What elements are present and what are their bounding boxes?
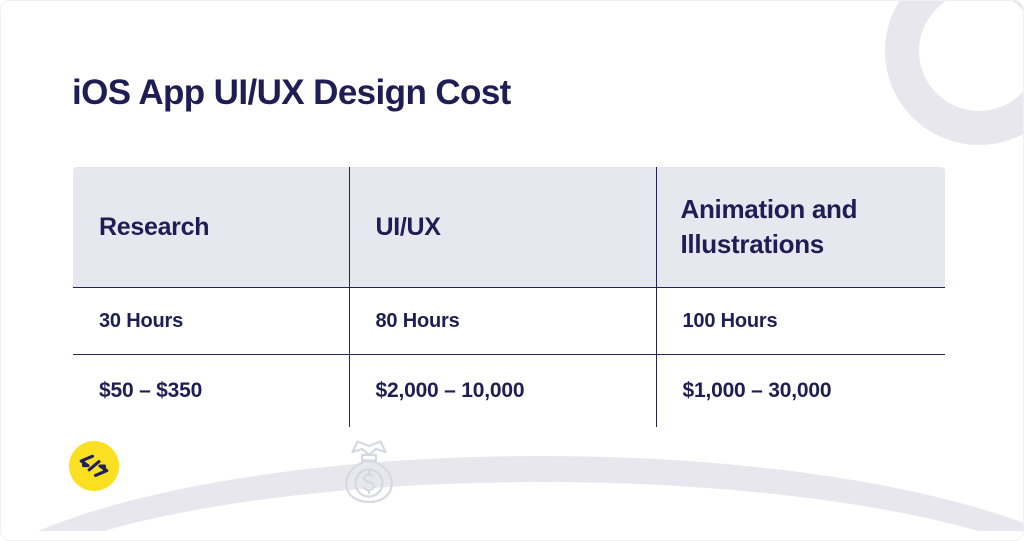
table-row: $50 – $350 $2,000 – 10,000 $1,000 – 30,0… [73, 354, 945, 427]
column-header-uiux: UI/UX [348, 167, 657, 288]
cell-animation-hours: 100 Hours [655, 287, 945, 355]
brand-logo-icon [77, 453, 111, 479]
money-bag-icon [337, 433, 401, 507]
column-header-research: Research [73, 167, 350, 288]
cost-breakdown-table: Research UI/UX Animation and Illustratio… [71, 165, 947, 429]
cell-research-hours: 30 Hours [73, 287, 350, 355]
brand-logo-badge [69, 441, 119, 491]
cell-uiux-price: $2,000 – 10,000 [348, 354, 657, 427]
table-header-row: Research UI/UX Animation and Illustratio… [73, 167, 945, 288]
ring-decoration-icon [885, 1, 1023, 145]
wave-decoration-icon [1, 456, 1023, 540]
cell-uiux-hours: 80 Hours [348, 287, 657, 355]
table-header: Research UI/UX Animation and Illustratio… [73, 167, 945, 288]
page-title: iOS App UI/UX Design Cost [72, 73, 511, 112]
column-header-animation-illustrations: Animation and Illustrations [655, 167, 945, 288]
table-body: 30 Hours 80 Hours 100 Hours $50 – $350 $… [73, 287, 945, 427]
cell-animation-price: $1,000 – 30,000 [655, 354, 945, 427]
table-row: 30 Hours 80 Hours 100 Hours [73, 287, 945, 355]
wave-decoration-mask [1, 531, 1023, 540]
cell-research-price: $50 – $350 [73, 354, 350, 427]
